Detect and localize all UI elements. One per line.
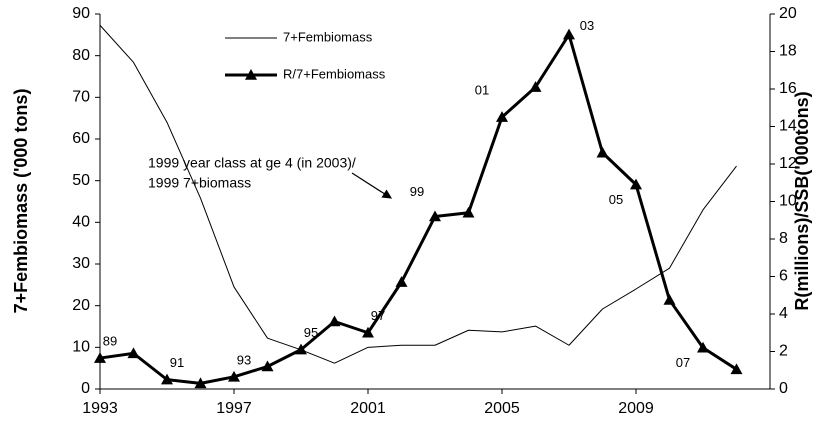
y-tick-label: 60 bbox=[72, 130, 90, 147]
point-marker bbox=[395, 276, 408, 287]
point-label: 91 bbox=[170, 355, 184, 370]
legend-label: 7+Fembiomass bbox=[283, 29, 373, 44]
point-marker bbox=[730, 363, 743, 375]
point-label: 99 bbox=[410, 184, 424, 199]
point-marker bbox=[563, 28, 575, 40]
legend-marker bbox=[245, 69, 257, 80]
y2-tick-label: 12 bbox=[779, 155, 797, 172]
point-marker bbox=[630, 178, 642, 190]
y2-tick-label: 20 bbox=[779, 5, 797, 22]
point-label: 95 bbox=[304, 325, 318, 340]
point-marker bbox=[261, 360, 274, 372]
y-tick-label: 10 bbox=[72, 339, 90, 356]
x-tick-label: 2009 bbox=[618, 400, 654, 417]
point-label: 93 bbox=[237, 352, 251, 367]
y2-tick-label: 18 bbox=[779, 43, 797, 60]
point-marker bbox=[127, 347, 140, 359]
y-tick-label: 70 bbox=[72, 89, 90, 106]
y-tick-label: 0 bbox=[81, 380, 90, 397]
y-tick-label: 50 bbox=[72, 172, 90, 189]
y2-tick-label: 2 bbox=[779, 343, 788, 360]
point-label: 89 bbox=[103, 334, 117, 349]
x-tick-label: 1993 bbox=[82, 400, 118, 417]
y-axis-title: 7+Fembiomass ('000 tons) bbox=[11, 89, 31, 314]
y2-axis-title: R(millions)/SSB('000tons) bbox=[792, 91, 812, 310]
y2-tick-label: 6 bbox=[779, 268, 788, 285]
point-marker bbox=[94, 352, 106, 363]
y2-tick-label: 16 bbox=[779, 80, 797, 97]
series-line bbox=[99, 24, 737, 364]
point-marker bbox=[496, 111, 508, 122]
point-marker bbox=[462, 206, 475, 218]
y-tick-label: 80 bbox=[72, 47, 90, 64]
y-tick-label: 20 bbox=[72, 297, 90, 314]
annotation: 1999 7+biomass bbox=[148, 175, 251, 191]
y-tick-label: 40 bbox=[72, 214, 90, 231]
point-marker bbox=[429, 210, 441, 222]
point-label: 03 bbox=[580, 18, 594, 33]
point-label: 07 bbox=[676, 355, 690, 370]
point-label: 05 bbox=[609, 192, 623, 207]
y2-tick-label: 0 bbox=[779, 380, 788, 397]
y2-tick-label: 14 bbox=[779, 118, 797, 135]
y2-tick-label: 10 bbox=[779, 193, 797, 210]
series-line bbox=[99, 33, 738, 385]
point-marker bbox=[194, 377, 207, 389]
annotation-arrow bbox=[351, 172, 393, 199]
point-marker bbox=[697, 341, 709, 353]
y-tick-label: 30 bbox=[72, 255, 90, 272]
legend-label: R/7+Fembiomass bbox=[283, 66, 386, 81]
point-marker bbox=[663, 293, 676, 305]
y2-tick-label: 8 bbox=[779, 230, 788, 247]
x-tick-label: 1997 bbox=[216, 400, 252, 417]
point-marker bbox=[328, 315, 341, 327]
point-marker bbox=[228, 370, 240, 382]
point-label: 01 bbox=[475, 83, 489, 98]
point-marker bbox=[596, 146, 609, 158]
y2-tick-label: 4 bbox=[779, 305, 788, 322]
y-tick-label: 90 bbox=[72, 5, 90, 22]
annotation: 1999 year class at ge 4 (in 2003)/ bbox=[148, 155, 356, 171]
point-marker bbox=[529, 81, 542, 92]
point-marker bbox=[295, 343, 307, 355]
point-marker bbox=[362, 326, 374, 338]
point-label: 97 bbox=[371, 308, 385, 323]
x-tick-label: 2005 bbox=[484, 400, 520, 417]
x-tick-label: 2001 bbox=[350, 400, 386, 417]
point-marker bbox=[161, 373, 173, 385]
